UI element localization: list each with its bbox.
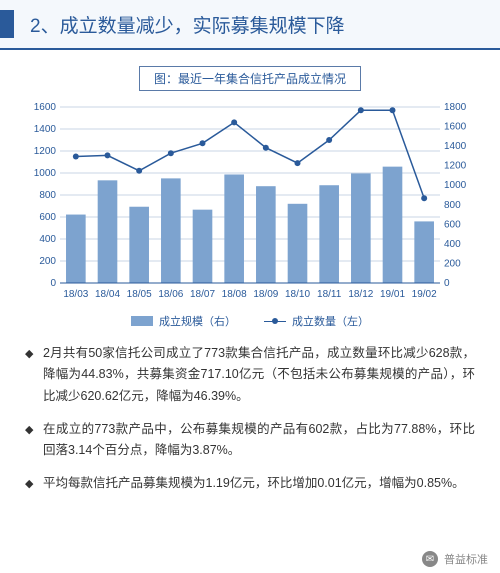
- svg-text:1200: 1200: [444, 161, 467, 172]
- svg-text:800: 800: [39, 190, 56, 201]
- svg-text:18/04: 18/04: [95, 289, 120, 300]
- legend-line-swatch: [264, 321, 286, 322]
- series-legend: 成立规模（右） 成立数量（左）: [0, 313, 500, 329]
- svg-text:18/08: 18/08: [222, 289, 247, 300]
- svg-text:0: 0: [444, 278, 450, 289]
- chart-title-box: 图：最近一年集合信托产品成立情况: [139, 66, 361, 91]
- svg-text:200: 200: [39, 256, 56, 267]
- legend-line-label: 成立数量（左）: [292, 313, 369, 329]
- svg-text:600: 600: [444, 219, 461, 230]
- list-item: ◆ 平均每款信托产品募集规模为1.19亿元，环比增加0.01亿元，增幅为0.85…: [25, 473, 475, 494]
- legend-bar-item: 成立规模（右）: [131, 313, 236, 329]
- header-accent-bar: [0, 10, 14, 38]
- legend-line-item: 成立数量（左）: [264, 313, 369, 329]
- wechat-icon: ✉: [422, 551, 438, 567]
- legend-bar-swatch: [131, 316, 153, 326]
- svg-text:1400: 1400: [444, 141, 467, 152]
- svg-text:0: 0: [50, 278, 56, 289]
- list-item: ◆ 在成立的773款产品中，公布募集规模的产品有602款，占比为77.88%，环…: [25, 419, 475, 462]
- svg-text:1600: 1600: [444, 122, 467, 133]
- svg-text:18/07: 18/07: [190, 289, 215, 300]
- svg-text:19/02: 19/02: [412, 289, 437, 300]
- footer-text: 普益标准: [444, 551, 488, 567]
- footer: ✉ 普益标准: [422, 551, 488, 567]
- bullet-text: 平均每款信托产品募集规模为1.19亿元，环比增加0.01亿元，增幅为0.85%。: [43, 473, 475, 494]
- svg-text:1800: 1800: [444, 102, 467, 113]
- legend-bar-label: 成立规模（右）: [159, 313, 236, 329]
- bullet-icon: ◆: [25, 419, 43, 462]
- svg-text:200: 200: [444, 258, 461, 269]
- bullet-list: ◆ 2月共有50家信托公司成立了773款集合信托产品，成立数量环比减少628款，…: [25, 343, 475, 495]
- svg-text:1600: 1600: [34, 102, 57, 113]
- svg-text:18/10: 18/10: [285, 289, 310, 300]
- svg-text:19/01: 19/01: [380, 289, 405, 300]
- svg-text:600: 600: [39, 212, 56, 223]
- svg-text:18/05: 18/05: [127, 289, 152, 300]
- combo-chart: 0 200 400 600 800 1000 1200 1400 1600 0 200 400 600 8…: [20, 101, 480, 311]
- bullet-text: 2月共有50家信托公司成立了773款集合信托产品，成立数量环比减少628款，降幅…: [43, 343, 475, 407]
- svg-text:400: 400: [39, 234, 56, 245]
- svg-text:1000: 1000: [444, 180, 467, 191]
- svg-text:18/12: 18/12: [348, 289, 373, 300]
- svg-text:1200: 1200: [34, 146, 57, 157]
- svg-text:1400: 1400: [34, 124, 57, 135]
- svg-text:18/06: 18/06: [158, 289, 183, 300]
- chart-container: 0 200 400 600 800 1000 1200 1400 1600 0 200 400 600 8…: [20, 101, 480, 311]
- svg-text:18/11: 18/11: [317, 289, 342, 300]
- bullet-text: 在成立的773款产品中，公布募集规模的产品有602款，占比为77.88%，环比回…: [43, 419, 475, 462]
- svg-text:18/09: 18/09: [253, 289, 278, 300]
- bullet-icon: ◆: [25, 343, 43, 407]
- svg-text:400: 400: [444, 239, 461, 250]
- header-title: 2、成立数量减少，实际募集规模下降: [30, 11, 345, 38]
- svg-text:1000: 1000: [34, 168, 57, 179]
- bullet-icon: ◆: [25, 473, 43, 494]
- list-item: ◆ 2月共有50家信托公司成立了773款集合信托产品，成立数量环比减少628款，…: [25, 343, 475, 407]
- svg-text:18/03: 18/03: [63, 289, 88, 300]
- section-header: 2、成立数量减少，实际募集规模下降: [0, 0, 500, 50]
- svg-text:800: 800: [444, 200, 461, 211]
